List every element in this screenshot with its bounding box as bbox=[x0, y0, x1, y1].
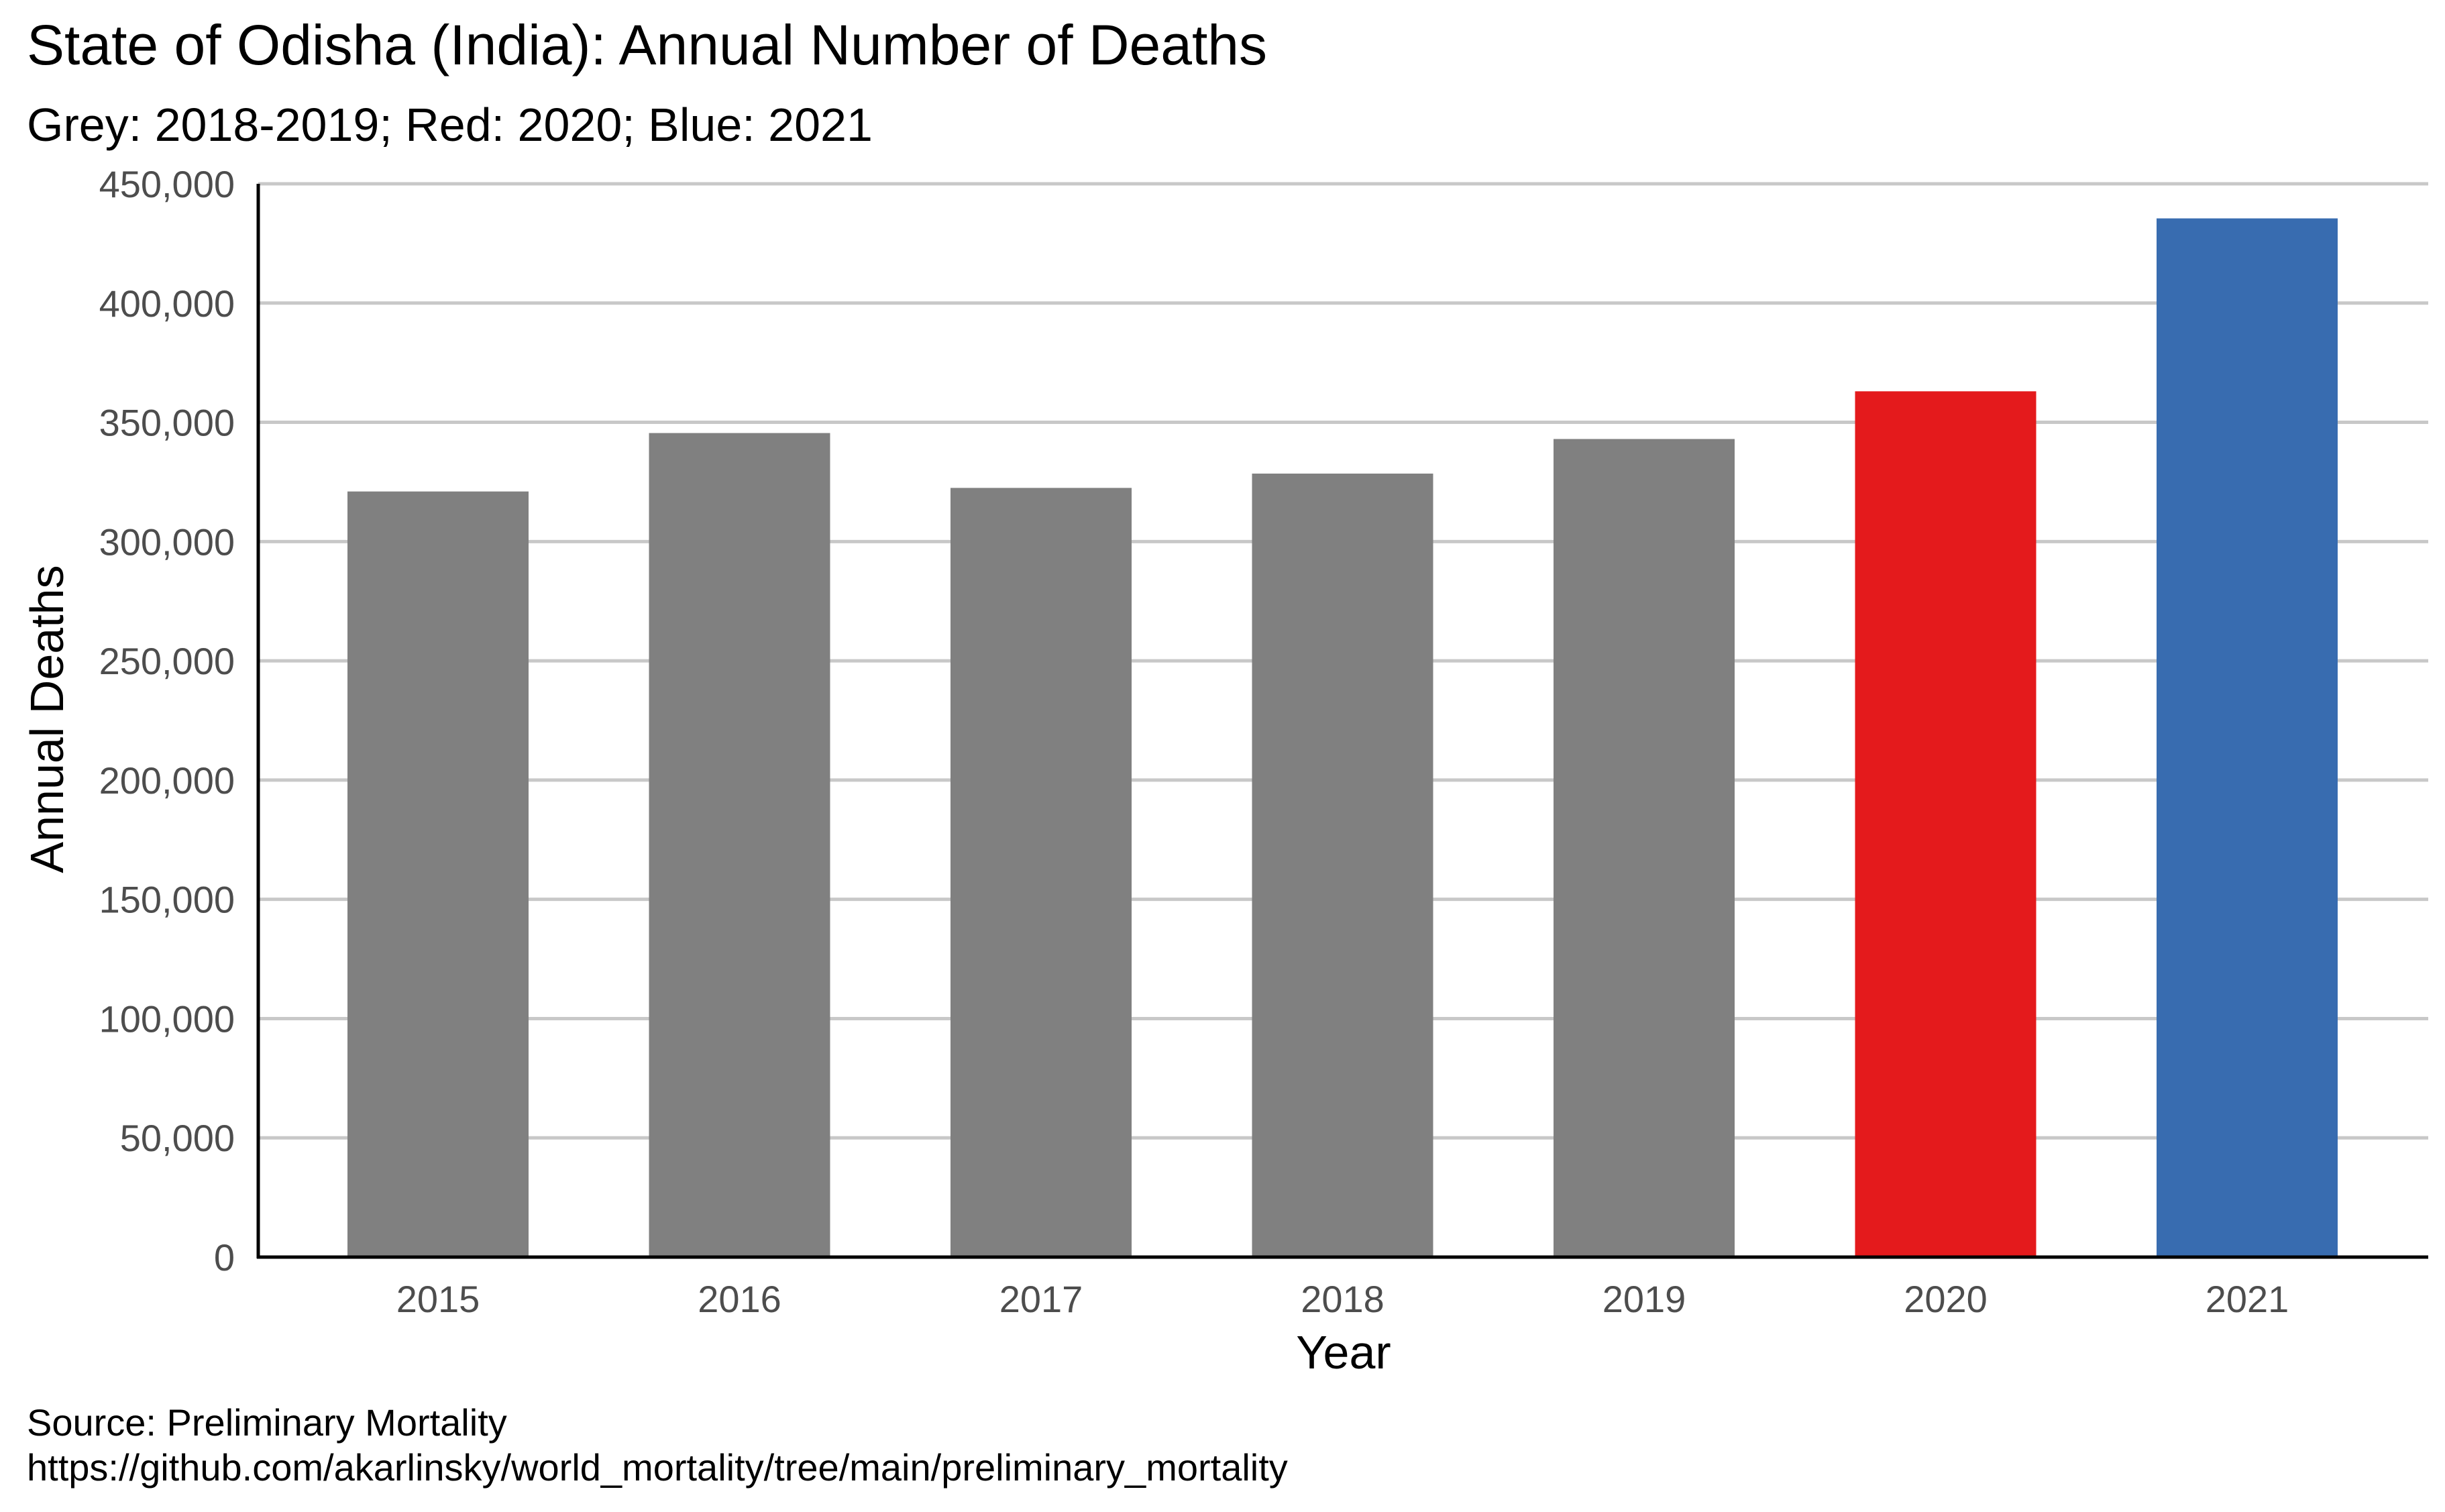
x-tick-label: 2016 bbox=[698, 1278, 781, 1320]
y-tick-label: 300,000 bbox=[99, 521, 235, 563]
x-tick-label: 2017 bbox=[999, 1278, 1083, 1320]
chart-title: State of Odisha (India): Annual Number o… bbox=[27, 13, 1267, 76]
y-axis-title: Annual Deaths bbox=[21, 565, 73, 873]
x-tick-label: 2021 bbox=[2206, 1278, 2289, 1320]
y-tick-label: 400,000 bbox=[99, 282, 235, 325]
bar-2016 bbox=[649, 433, 830, 1257]
y-tick-label: 200,000 bbox=[99, 759, 235, 802]
x-tick-labels: 2015 2016 2017 2018 2019 2020 2021 bbox=[396, 1278, 2289, 1320]
bar-2020 bbox=[1855, 391, 2036, 1258]
bars bbox=[347, 218, 2338, 1258]
source-url: https://github.com/akarlinsky/world_mort… bbox=[27, 1446, 1288, 1489]
bar-2021 bbox=[2157, 218, 2338, 1257]
y-tick-label: 50,000 bbox=[120, 1117, 235, 1159]
bar-2015 bbox=[347, 491, 529, 1257]
y-tick-label: 150,000 bbox=[99, 879, 235, 921]
axes bbox=[256, 184, 2428, 1259]
chart-subtitle: Grey: 2018-2019; Red: 2020; Blue: 2021 bbox=[27, 99, 873, 151]
y-tick-label: 250,000 bbox=[99, 640, 235, 682]
x-tick-label: 2018 bbox=[1301, 1278, 1384, 1320]
y-tick-label: 450,000 bbox=[99, 163, 235, 205]
source-caption: Source: Preliminary Mortality bbox=[27, 1401, 507, 1444]
y-tick-label: 100,000 bbox=[99, 997, 235, 1040]
x-axis-title: Year bbox=[1296, 1326, 1391, 1379]
bar-2019 bbox=[1554, 439, 1735, 1257]
x-tick-label: 2020 bbox=[1904, 1278, 1988, 1320]
y-tick-labels: 0 50,000 100,000 150,000 200,000 250,000 300,0… bbox=[99, 163, 235, 1279]
x-tick-label: 2015 bbox=[396, 1278, 480, 1320]
bar-2017 bbox=[950, 488, 1132, 1258]
y-tick-label: 350,000 bbox=[99, 402, 235, 444]
x-tick-label: 2019 bbox=[1602, 1278, 1686, 1320]
y-tick-label: 0 bbox=[214, 1236, 235, 1279]
bar-2018 bbox=[1252, 474, 1433, 1257]
